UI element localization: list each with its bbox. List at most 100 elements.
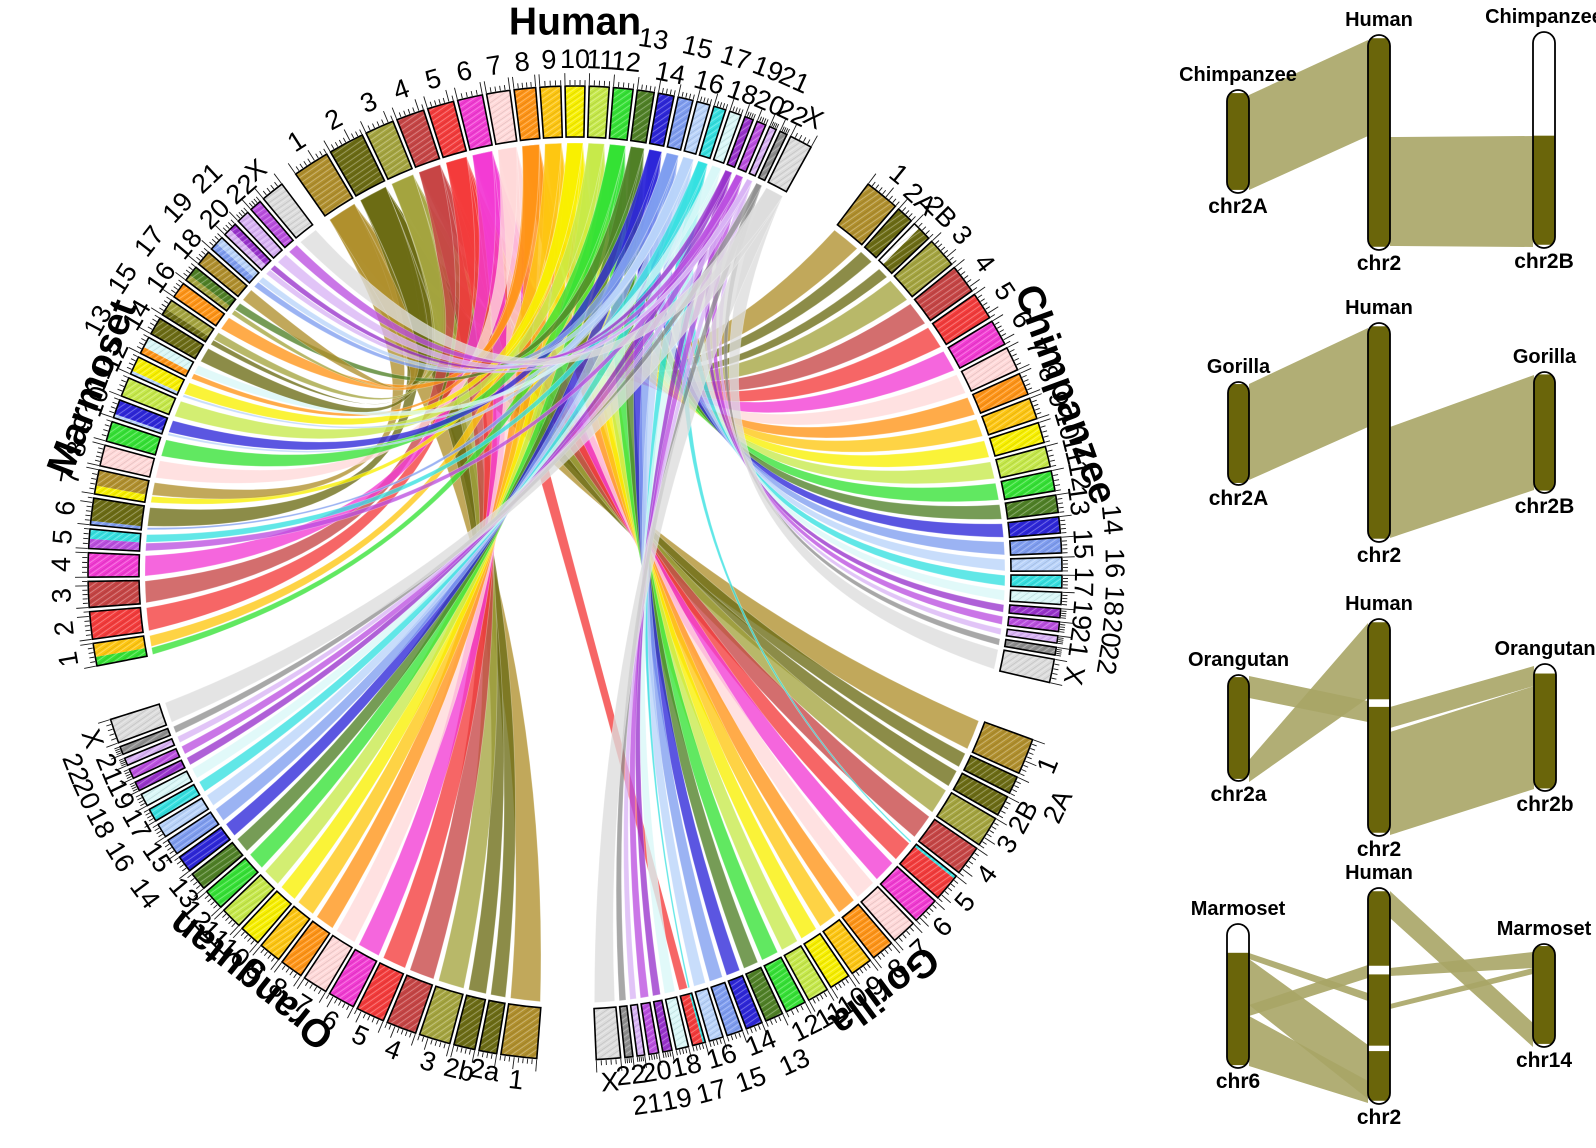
scale-tick <box>910 928 913 932</box>
scale-tick <box>1024 765 1029 767</box>
scale-tick <box>957 877 966 884</box>
scale-tick <box>1027 757 1032 759</box>
scale-tick <box>961 272 965 275</box>
scale-tick <box>85 520 90 521</box>
scale-tick <box>232 923 235 927</box>
chromosome-bar-fill <box>1534 674 1556 789</box>
scale-tick <box>922 227 926 231</box>
scale-tick <box>152 319 156 322</box>
chromosome-bar-fill <box>1533 946 1555 1044</box>
panel-chr-label: chr2B <box>1515 495 1575 518</box>
chromosome-segment-hatch <box>88 553 139 577</box>
scale-tick <box>775 1018 777 1023</box>
scale-tick <box>787 1013 789 1018</box>
chromosome-segment-hatch <box>90 608 144 640</box>
scale-tick <box>139 343 143 345</box>
scale-tick <box>893 199 896 203</box>
scale-tick <box>118 389 123 391</box>
scale-tick <box>164 301 168 304</box>
scale-tick <box>316 154 319 158</box>
scale-tick <box>939 898 943 901</box>
scale-tick <box>222 914 226 917</box>
scale-tick <box>404 111 406 116</box>
chromosome-label-chimpanzee-X: X <box>1058 664 1091 688</box>
scale-tick <box>189 267 193 270</box>
scale-tick <box>1052 468 1064 471</box>
scale-tick <box>1020 368 1031 373</box>
chromosome-label-chimpanzee-4: 4 <box>968 248 1001 278</box>
scale-tick <box>820 995 823 999</box>
scale-tick <box>1020 774 1025 776</box>
scale-tick <box>717 101 718 106</box>
scale-tick <box>919 223 923 227</box>
scale-tick <box>141 339 145 341</box>
chromosome-label-gorilla-5: 5 <box>949 887 982 918</box>
scale-tick <box>176 283 180 286</box>
scale-tick <box>1034 740 1045 744</box>
scale-tick <box>223 228 227 232</box>
scale-tick <box>512 77 514 89</box>
scale-tick <box>1056 490 1061 491</box>
chromosome-label-orangutan-3: 3 <box>416 1045 439 1078</box>
scale-tick <box>978 849 988 856</box>
chromosome-label-human-3: 3 <box>356 86 382 120</box>
panel-species-label: Human <box>1345 297 1413 319</box>
scale-tick <box>356 132 358 136</box>
scale-tick <box>110 734 115 736</box>
scale-tick <box>228 222 232 226</box>
scale-tick <box>950 257 954 260</box>
scale-tick <box>300 164 303 168</box>
scale-tick <box>628 83 629 88</box>
scale-tick <box>274 182 277 186</box>
scale-tick <box>129 363 134 365</box>
scale-tick <box>723 103 725 108</box>
scale-tick <box>290 971 293 975</box>
scale-tick <box>182 868 186 871</box>
scale-tick <box>157 831 161 834</box>
scale-tick <box>422 104 424 109</box>
panel-species-label: Gorilla <box>1513 346 1577 368</box>
scale-tick <box>786 128 788 133</box>
scale-tick <box>693 95 694 100</box>
scale-tick <box>992 827 996 830</box>
scale-tick <box>958 268 962 271</box>
scale-tick <box>666 89 667 94</box>
scale-tick <box>772 122 774 127</box>
chromosome-label-marmoset-2: 2 <box>48 619 79 637</box>
panel-species-label: Human <box>1345 9 1413 31</box>
scale-tick <box>495 87 496 92</box>
scale-tick <box>936 902 945 910</box>
scale-tick <box>777 124 779 129</box>
scale-tick <box>864 966 867 970</box>
scale-tick <box>408 109 410 114</box>
scale-tick <box>320 151 323 155</box>
scale-tick <box>1030 748 1035 750</box>
scale-tick <box>98 448 103 449</box>
scale-tick <box>1016 782 1021 784</box>
scale-tick <box>413 107 415 112</box>
scale-tick <box>1018 364 1029 369</box>
scale-tick <box>1035 408 1040 410</box>
chromosome-bar-fill <box>1368 974 1390 1045</box>
scale-tick <box>305 982 308 986</box>
scale-tick <box>1012 354 1016 356</box>
scale-tick <box>229 920 233 924</box>
scale-tick <box>264 952 267 956</box>
scale-tick <box>633 84 634 89</box>
scale-tick <box>1026 384 1031 386</box>
scale-tick <box>735 1034 737 1039</box>
scale-tick <box>133 354 137 356</box>
scale-tick <box>288 163 295 173</box>
scale-tick <box>975 853 979 856</box>
scale-tick <box>654 87 655 92</box>
scale-tick <box>930 908 934 911</box>
scale-tick <box>457 1047 458 1052</box>
scale-tick <box>808 140 810 144</box>
chromosome-label-orangutan-4: 4 <box>381 1033 406 1066</box>
scale-tick <box>92 473 97 474</box>
scale-tick <box>76 608 88 609</box>
scale-tick <box>310 984 313 988</box>
scale-tick <box>764 118 766 123</box>
